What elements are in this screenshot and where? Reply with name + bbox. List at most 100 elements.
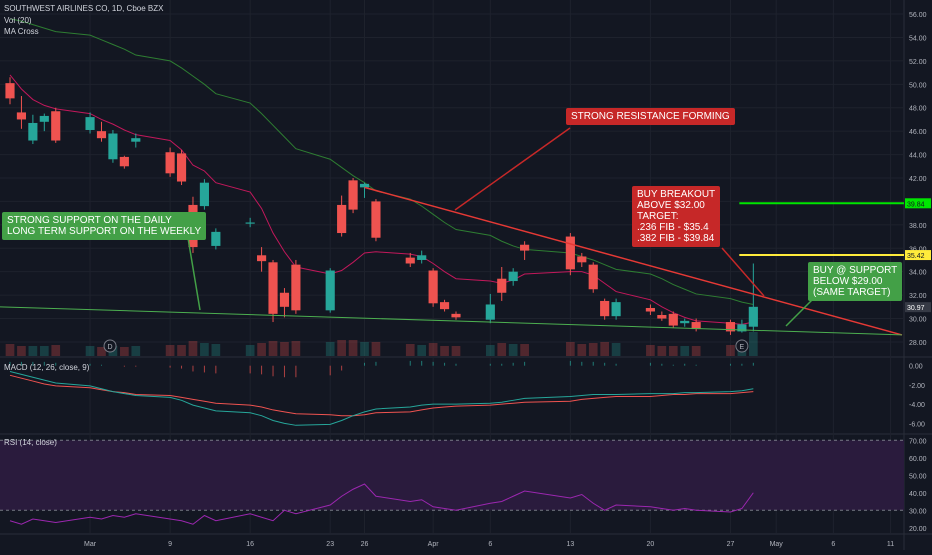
price-label-text: 35.42 [907, 253, 925, 260]
rsi-tick-label: 20.00 [909, 526, 927, 533]
volume-bar [371, 342, 381, 356]
candle-body [485, 304, 495, 320]
candle-body [199, 182, 209, 207]
resistance-callout-pointer [454, 127, 571, 211]
candle-body [96, 131, 107, 139]
volume-bar [120, 347, 129, 356]
price-tick-label: 36.00 [909, 246, 927, 253]
support-annotation[interactable]: STRONG SUPPORT ON THE DAILY LONG TERM SU… [2, 212, 207, 240]
volume-bar [51, 345, 61, 356]
candle-body [428, 270, 438, 304]
candle-body [325, 270, 335, 311]
time-tick-label: Apr [428, 541, 440, 548]
candle-body [565, 236, 575, 270]
rsi-tick-label: 50.00 [909, 473, 927, 480]
dividend-marker-icon [103, 339, 117, 353]
volume-bars [5, 332, 758, 356]
price-tick-label: 30.00 [909, 317, 927, 324]
volume-bar [451, 346, 461, 356]
candle-body [611, 302, 621, 317]
candle-body [257, 255, 267, 262]
volume-bar [177, 345, 186, 356]
candle-body [691, 322, 701, 330]
time-tick-label: Mar [84, 541, 97, 548]
candle-body [279, 292, 290, 307]
rsi-pane [0, 439, 904, 525]
support-trendline [0, 306, 903, 336]
volume-bar [291, 341, 301, 356]
candle-body [657, 315, 667, 319]
candle-body [291, 264, 301, 311]
candle-body [85, 117, 95, 130]
macd-signal-line [9, 374, 754, 417]
candle-body [337, 204, 347, 234]
buy-breakout-callout-pointer [721, 247, 765, 297]
candle-body [165, 152, 175, 174]
volume-bar [405, 344, 415, 356]
volume-bar [5, 344, 15, 356]
price-label-box [905, 250, 931, 261]
volume-bar [245, 345, 255, 356]
volume-bar [440, 346, 449, 356]
volume-bar [485, 345, 495, 356]
volume-bar [131, 346, 141, 356]
candlesticks [5, 77, 758, 335]
volume-bar [588, 343, 598, 356]
rsi-tick-label: 40.00 [909, 491, 927, 498]
price-label-box [905, 198, 931, 209]
time-tick-label: 16 [246, 541, 254, 548]
time-tick-label: 27 [727, 541, 735, 548]
volume-bar [348, 340, 358, 356]
volume-bar [497, 343, 507, 356]
price-tick-label: 48.00 [909, 106, 927, 113]
candle-body [28, 122, 38, 141]
volume-bar [417, 345, 427, 356]
price-tick-label: 44.00 [909, 153, 927, 160]
buy-breakout-annotation[interactable]: BUY BREAKOUT ABOVE $32.00 TARGET: .236 F… [632, 186, 721, 247]
macd-tick-label: -2.00 [909, 383, 925, 390]
volume-bar [211, 344, 221, 356]
volume-bar [360, 342, 369, 356]
price-tick-label: 32.00 [909, 293, 927, 300]
candle-body [245, 222, 255, 224]
volume-bar [188, 341, 198, 356]
candle-body [725, 322, 736, 332]
candle-body [5, 83, 15, 99]
price-tick-label: 52.00 [909, 59, 927, 66]
candle-body [268, 262, 278, 314]
dividend-marker-label: D [108, 344, 113, 351]
buy-support-annotation[interactable]: BUY @ SUPPORT BELOW $29.00 (SAME TARGET) [808, 262, 903, 301]
candle-body [348, 180, 358, 210]
candle-body [497, 278, 507, 293]
candle-body [451, 313, 461, 318]
macd-pane [9, 360, 754, 426]
candle-body [131, 138, 141, 142]
volume-bar [17, 346, 26, 356]
symbol-title: SOUTHWEST AIRLINES CO, 1D, Cboe BZX [4, 4, 164, 13]
time-tick-label: 20 [647, 541, 655, 548]
candle-body [371, 201, 381, 238]
macd-tick-label: -4.00 [909, 402, 925, 409]
price-tick-label: 38.00 [909, 223, 927, 230]
candle-body [51, 111, 61, 141]
volume-indicator-label: Vol (20) [4, 16, 32, 25]
volume-bar [691, 346, 701, 356]
resistance-annotation[interactable]: STRONG RESISTANCE FORMING [566, 108, 735, 125]
rsi-tick-label: 60.00 [909, 456, 927, 463]
candle-body [600, 300, 610, 317]
time-tick-label: 11 [887, 541, 894, 548]
candle-body [668, 313, 678, 326]
candle-body [645, 307, 655, 312]
price-tick-label: 54.00 [909, 35, 927, 42]
price-label-text: 39.84 [907, 201, 925, 208]
volume-bar [200, 343, 209, 356]
candle-body [520, 244, 530, 251]
macd-line [9, 370, 754, 426]
volume-bar [165, 345, 175, 356]
time-tick-label: 9 [168, 541, 172, 548]
volume-bar [28, 346, 38, 356]
candle-body [108, 133, 118, 160]
